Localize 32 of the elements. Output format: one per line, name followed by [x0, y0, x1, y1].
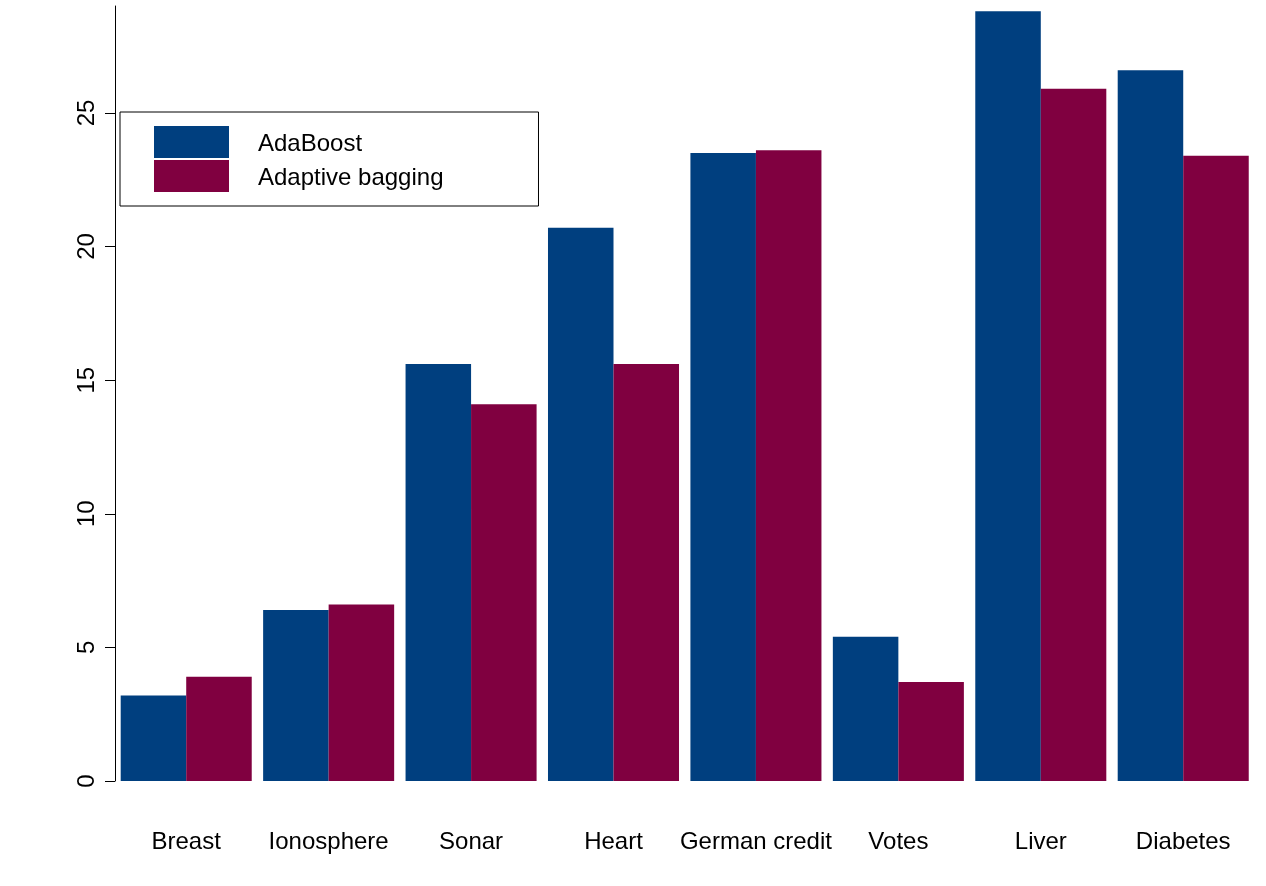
bar [832, 636, 899, 781]
y-tick-label: 15 [71, 366, 99, 394]
bar [328, 604, 395, 781]
y-tick-label: 25 [71, 99, 99, 127]
x-tick-label: Ionosphere [268, 826, 389, 854]
legend-label: Adaptive bagging [258, 162, 444, 190]
bar [405, 364, 472, 781]
y-tick-label: 20 [71, 233, 99, 260]
bar [690, 152, 756, 781]
bar [613, 364, 680, 781]
bar [547, 227, 614, 781]
bar [1117, 70, 1184, 781]
bar [975, 11, 1041, 781]
x-tick-label: German credit [679, 826, 833, 854]
bar [755, 150, 822, 781]
bar [263, 609, 329, 781]
bar [1040, 88, 1107, 781]
bar [471, 404, 537, 781]
x-tick-label: Votes [868, 826, 929, 854]
x-tick-label: Heart [584, 826, 644, 854]
legend-label: AdaBoost [258, 128, 363, 156]
y-tick-label: 10 [71, 500, 99, 528]
bar [120, 695, 187, 781]
bar [186, 676, 252, 781]
x-tick-label: Liver [1014, 826, 1067, 854]
x-tick-label: Sonar [439, 826, 504, 854]
x-tick-label: Breast [151, 826, 222, 854]
y-tick-label: 0 [71, 774, 99, 788]
bar [898, 682, 964, 781]
y-tick-label: 5 [71, 640, 99, 655]
x-tick-label: Diabetes [1135, 826, 1231, 854]
bar [1183, 155, 1249, 781]
